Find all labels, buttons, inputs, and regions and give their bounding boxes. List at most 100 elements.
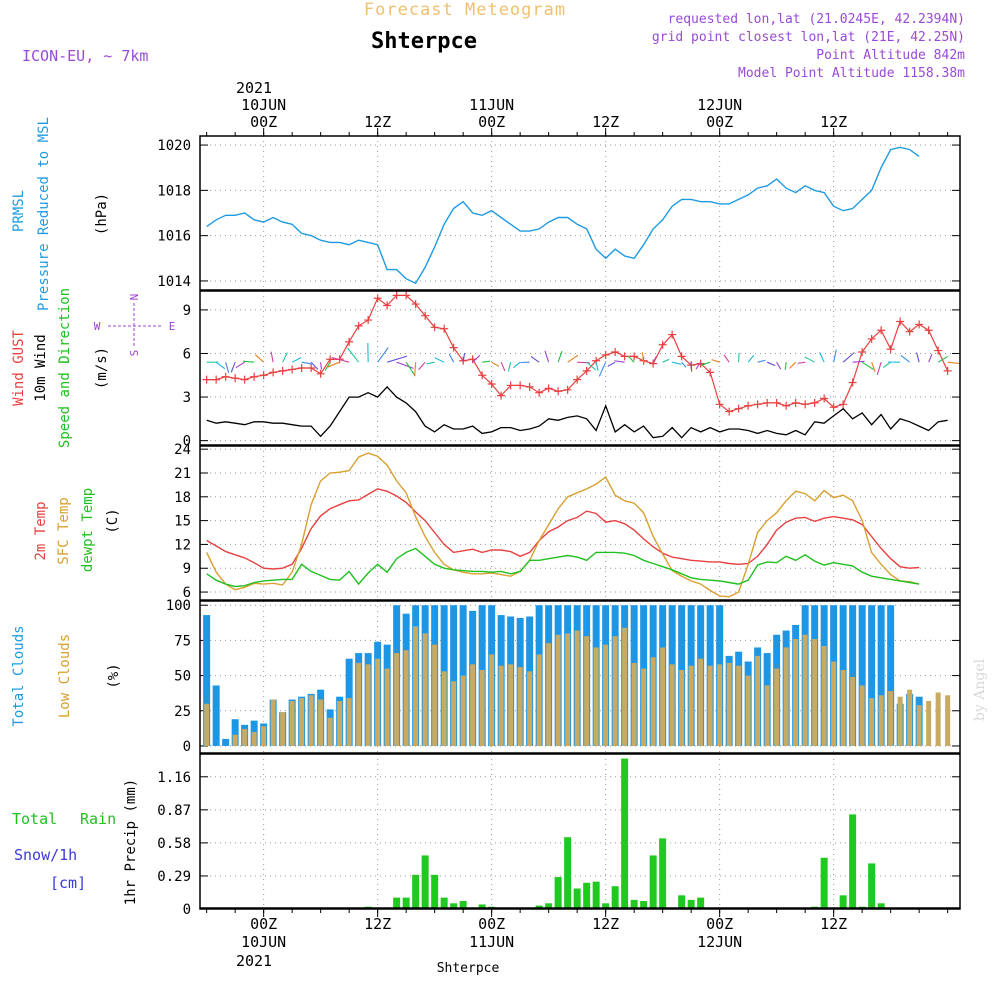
info-line-1: requested lon,lat (21.0245E, 42.2394N) <box>668 12 965 27</box>
gust-marker <box>896 317 905 326</box>
pressure-label-msl: Pressure Reduced to MSL <box>36 117 52 311</box>
gust-marker <box>943 366 952 375</box>
gust-marker <box>839 400 848 409</box>
clouds-ytick-label: 25 <box>174 704 191 720</box>
gust-marker <box>269 368 278 377</box>
low-cloud-bar <box>907 689 913 746</box>
footer-location: Shterpce <box>437 961 500 976</box>
gust-series-line <box>206 294 949 413</box>
time-hour-label-top: 12Z <box>592 113 619 131</box>
rain-bar <box>592 881 600 909</box>
wind-direction-arrow <box>690 362 693 372</box>
wind-direction-arrow <box>512 361 521 369</box>
gust-marker <box>630 352 639 361</box>
clouds-ytick-label: 0 <box>183 739 191 755</box>
gust-marker <box>221 372 230 381</box>
precip-label-rain: Rain <box>80 810 116 828</box>
wind-direction-arrow <box>414 362 417 377</box>
wind-direction-arrow <box>326 361 340 368</box>
wind-direction-arrow <box>567 354 579 363</box>
time-day-label-top: 10JUN <box>241 96 286 114</box>
gust-marker <box>915 320 924 329</box>
wind-direction-arrow <box>254 354 265 363</box>
wind-direction-arrow <box>291 356 302 363</box>
info-line-2: grid point closest lon,lat (21E, 42.25N) <box>652 30 965 45</box>
low-cloud-bar <box>584 636 590 746</box>
wind-direction-arrow <box>819 352 825 363</box>
low-cloud-bar <box>280 712 286 746</box>
wind-direction-arrow <box>310 361 319 370</box>
rain-bar <box>630 899 638 909</box>
gust-marker <box>307 364 316 372</box>
wind-direction-arrow <box>797 361 806 364</box>
wind-direction-arrow <box>598 361 607 377</box>
wind-direction-arrow <box>882 361 891 369</box>
low-cloud-bar <box>546 643 552 746</box>
clouds-ytick-label: 100 <box>166 598 191 614</box>
wind-direction-arrow <box>804 356 815 363</box>
low-cloud-bar <box>451 681 457 746</box>
wind-direction-arrow <box>700 361 711 366</box>
wind-direction-arrow <box>871 362 876 373</box>
wind-ytick-label: 6 <box>183 346 191 362</box>
gust-marker <box>611 348 620 357</box>
low-cloud-bar <box>688 665 694 746</box>
low-cloud-bar <box>916 705 922 746</box>
gust-marker <box>782 401 791 410</box>
gust-marker <box>544 384 553 393</box>
gust-marker <box>934 346 943 355</box>
wind-label-gust: Wind GUST <box>11 330 27 406</box>
low-cloud-bar <box>859 685 865 746</box>
wind-direction-arrow <box>766 361 776 367</box>
rain-bar <box>450 903 458 909</box>
cloud-labels: Total Clouds Low Clouds (%) <box>11 625 122 726</box>
total-cloud-bar <box>868 605 876 746</box>
credit-watermark: by Angel <box>972 658 988 721</box>
wind-direction-arrow <box>789 361 797 369</box>
low-cloud-bar <box>935 692 941 746</box>
precip-ytick-label: 1.16 <box>157 770 191 786</box>
low-cloud-bar <box>755 655 761 746</box>
rain-bar <box>697 897 705 909</box>
temp-ytick-label: 12 <box>174 537 191 553</box>
low-cloud-bar <box>840 669 846 746</box>
gust-marker <box>753 400 762 409</box>
total-cloud-bar <box>231 719 239 746</box>
low-cloud-bar <box>812 639 818 746</box>
low-cloud-bar <box>802 634 808 746</box>
wind-direction-arrow <box>472 354 481 363</box>
gust-marker <box>772 398 781 407</box>
pressure-labels: PRMSL Pressure Reduced to MSL (hPa) <box>11 117 110 311</box>
low-cloud-bar <box>745 675 751 746</box>
wind-direction-arrow <box>842 352 855 363</box>
total-cloud-bar <box>222 738 230 746</box>
total-cloud-bar <box>858 605 866 746</box>
temp-labels: 2m Temp SFC Temp dewpt Temp (C) <box>33 488 121 572</box>
low-cloud-bar <box>251 731 257 746</box>
rain-bar <box>564 837 572 909</box>
gust-marker <box>858 348 867 357</box>
time-hour-label-top: 12Z <box>820 113 847 131</box>
plot-layer: 1014101610181020036969121518212402550751… <box>157 96 961 951</box>
rain-bar <box>839 895 847 909</box>
wind-direction-arrow <box>681 361 687 368</box>
rain-bar <box>583 882 591 909</box>
low-cloud-bar <box>669 664 675 746</box>
low-cloud-bar <box>527 671 533 746</box>
low-cloud-bar <box>422 633 428 746</box>
wind-label-10m: 10m Wind <box>33 334 49 401</box>
rain-bar <box>659 838 667 909</box>
gust-marker <box>402 291 411 300</box>
year-bottom: 2021 <box>236 952 272 970</box>
low-cloud-bar <box>707 665 713 746</box>
low-cloud-bar <box>641 668 647 746</box>
time-hour-label-bottom: 12Z <box>820 915 847 933</box>
temp-label-2m: 2m Temp <box>33 501 49 560</box>
rain-bar <box>412 874 420 909</box>
temp-ytick-label: 24 <box>174 442 191 458</box>
wind-unit: (m/s) <box>94 347 110 389</box>
wind-direction-arrow <box>557 351 563 363</box>
low-cloud-bar <box>536 654 542 746</box>
time-day-label-bottom: 12JUN <box>697 933 742 951</box>
temp-2m-series-line <box>206 488 920 570</box>
